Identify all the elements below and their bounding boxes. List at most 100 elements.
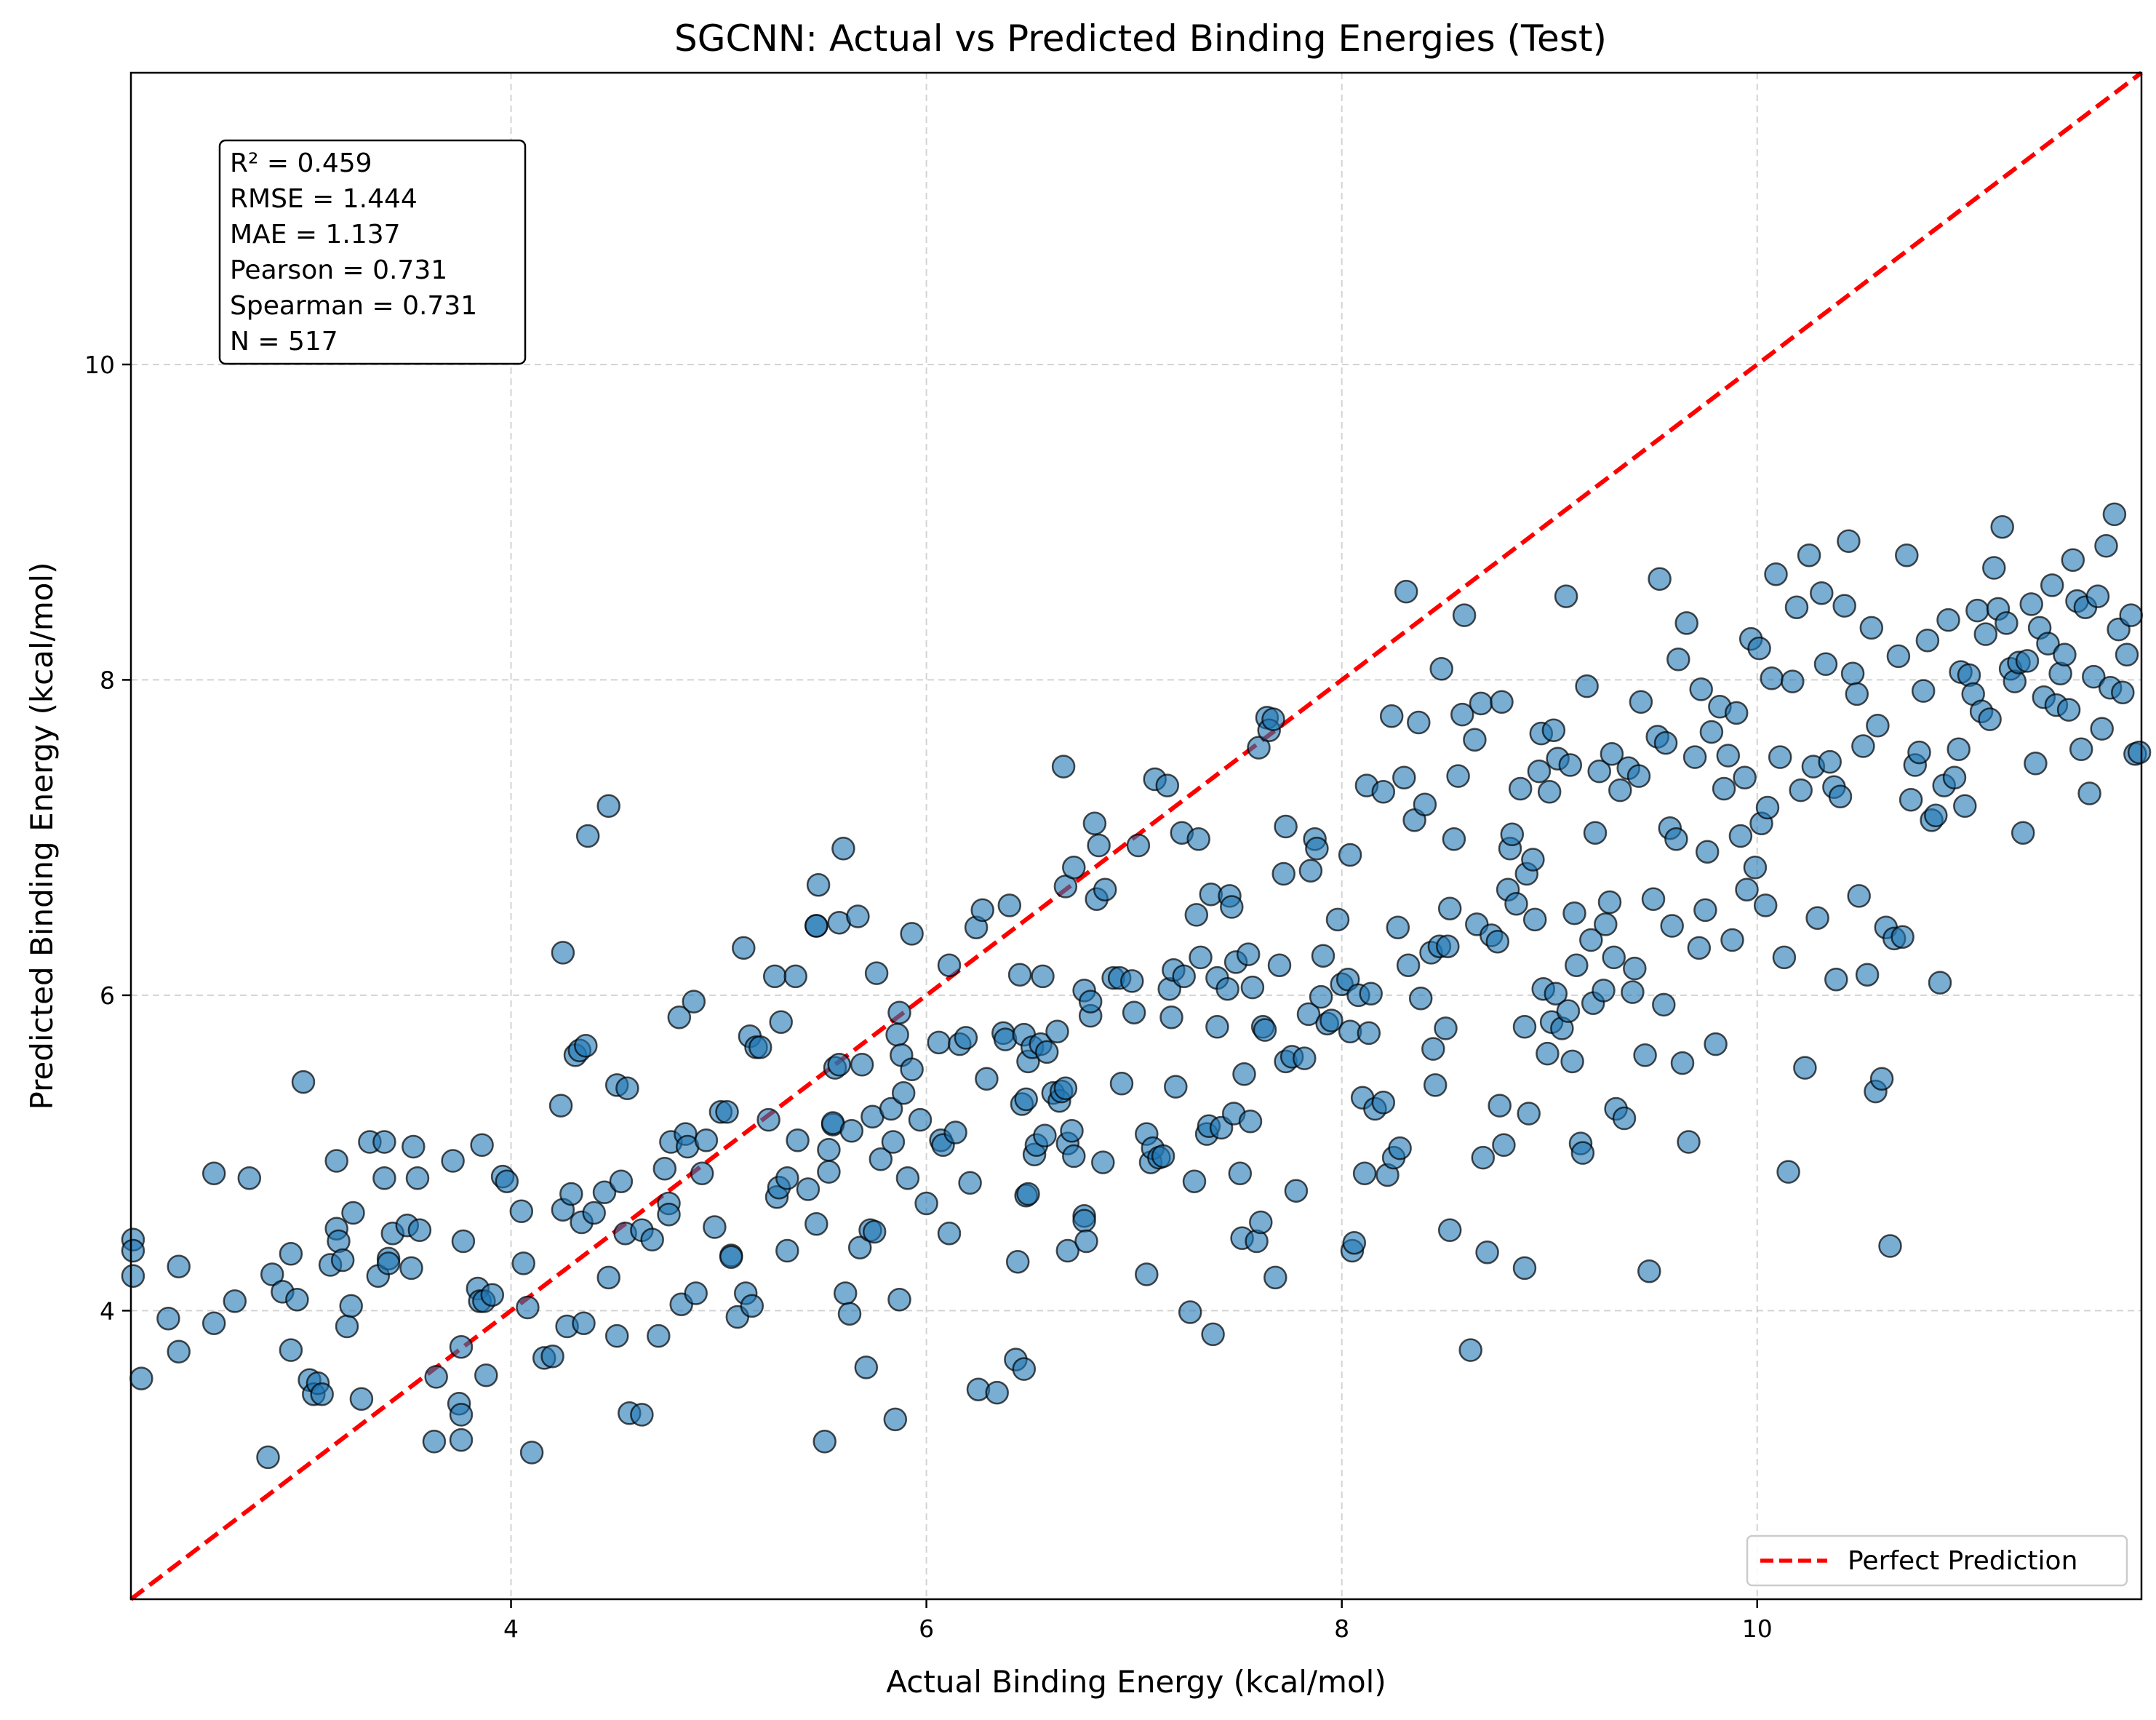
stats-n: N = 517 (230, 327, 338, 357)
data-point (1109, 1072, 1134, 1096)
data-point (1072, 1209, 1096, 1233)
data-point (1810, 581, 1834, 605)
data-point (451, 1229, 476, 1254)
data-point (1005, 1249, 1030, 1274)
data-point (732, 936, 756, 960)
data-point (592, 1180, 617, 1205)
data-point (1062, 856, 1086, 880)
data-point (1074, 1229, 1098, 1254)
data-point (572, 1311, 596, 1335)
data-point (1249, 1210, 1273, 1235)
data-point (682, 990, 706, 1014)
data-point (1666, 648, 1690, 672)
data-point (519, 1441, 544, 1465)
data-point (1689, 677, 1713, 701)
data-point (376, 1251, 401, 1275)
data-point (2024, 752, 2048, 776)
data-point (1953, 794, 1977, 819)
data-point (1512, 1015, 1537, 1039)
data-point (1271, 861, 1295, 886)
data-point (1536, 1041, 1560, 1066)
data-point (1813, 652, 1838, 677)
data-point (1463, 728, 1487, 752)
data-point (937, 1221, 962, 1246)
data-point (1612, 1106, 1637, 1131)
stats-mae: MAE = 1.137 (230, 220, 401, 250)
data-point (201, 1161, 226, 1186)
data-point (847, 1235, 872, 1259)
data-point (1423, 1073, 1448, 1097)
data-point (1247, 736, 1271, 760)
data-point (349, 1387, 374, 1411)
data-point (1587, 759, 1611, 784)
data-point (1600, 742, 1624, 766)
data-point (2102, 502, 2127, 527)
data-point (260, 1262, 284, 1286)
data-point (640, 1227, 664, 1252)
data-point (1034, 1040, 1059, 1064)
data-point (1747, 636, 1771, 661)
data-point (121, 1264, 145, 1288)
data-point (1305, 837, 1329, 861)
data-point (424, 1365, 448, 1389)
data-point (559, 1182, 583, 1206)
data-point (1261, 707, 1285, 731)
data-point (881, 1130, 906, 1154)
data-point (1720, 928, 1744, 952)
data-point (1284, 1179, 1309, 1203)
data-point (1155, 773, 1180, 797)
data-point (647, 1323, 671, 1348)
data-point (775, 1166, 799, 1190)
data-point (1045, 1019, 1069, 1044)
data-point (970, 898, 994, 923)
data-point (402, 1134, 426, 1159)
data-point (1232, 1062, 1256, 1086)
data-point (2085, 584, 2110, 608)
data-point (1093, 877, 1117, 901)
data-point (1031, 964, 1055, 989)
data-point (1878, 1234, 1902, 1258)
data-point (1357, 1021, 1381, 1046)
legend-frame (1746, 1534, 2128, 1587)
data-point (596, 794, 620, 819)
data-point (1674, 611, 1698, 635)
y-tick-label: 6 (100, 982, 115, 1010)
data-point (796, 1177, 821, 1201)
data-point (407, 1218, 432, 1243)
data-point (1847, 884, 1871, 908)
data-point (574, 1034, 598, 1058)
data-point (804, 914, 829, 938)
data-point (129, 1366, 153, 1390)
data-point (372, 1130, 396, 1154)
data-point (1471, 1145, 1496, 1170)
data-point (1504, 891, 1528, 916)
data-point (615, 1076, 639, 1101)
data-point (480, 1283, 505, 1307)
data-point (869, 1147, 893, 1171)
data-point (509, 1199, 534, 1224)
data-point (804, 1211, 829, 1236)
data-point (833, 1281, 858, 1305)
data-point (1995, 611, 2019, 635)
data-point (762, 964, 787, 989)
data-point (1215, 976, 1239, 1001)
data-point (1485, 929, 1510, 954)
data-point (715, 1100, 739, 1124)
legend: Perfect Prediction (1746, 1534, 2128, 1587)
data-point (470, 1133, 494, 1158)
data-point (1973, 622, 1998, 646)
plot-frame (129, 71, 2143, 1601)
data-point (652, 1157, 677, 1181)
data-point (1693, 898, 1717, 923)
data-point (1182, 1169, 1207, 1193)
data-point (657, 1202, 681, 1227)
data-point (1768, 745, 1792, 769)
data-point (1828, 784, 1853, 809)
data-point (405, 1166, 430, 1190)
data-point (1267, 953, 1292, 977)
data-point (1159, 1005, 1183, 1030)
data-point (1062, 1144, 1086, 1168)
data-point (516, 1295, 540, 1320)
data-point (1699, 720, 1724, 744)
data-point (237, 1166, 262, 1190)
